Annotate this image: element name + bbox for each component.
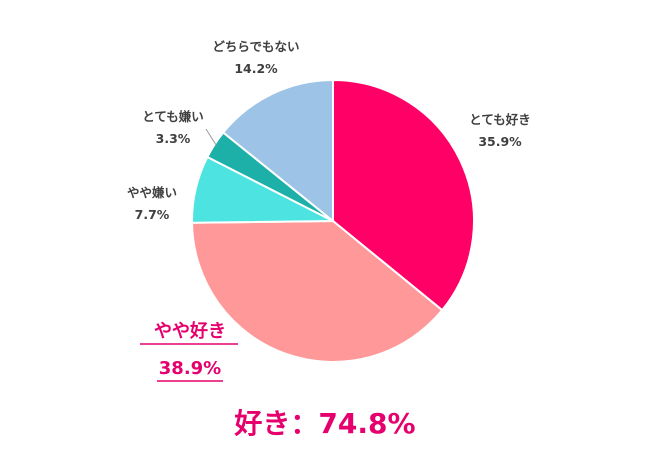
pie-slice-1 (190, 219, 444, 363)
slice-value-neutral: 14.2% (234, 61, 278, 76)
pie-slices (190, 78, 475, 363)
slice-label-neutral: どちらでもない (212, 39, 299, 54)
leader-lines (205, 128, 217, 146)
slice-value-very-like: 35.9% (478, 134, 522, 149)
slice-value-somewhat-like: 38.9% (159, 358, 221, 379)
slice-label-somewhat-like: やや好き (154, 320, 226, 342)
pie-slice-0 (332, 78, 475, 312)
slice-value-somewhat-dislike: 7.7% (135, 207, 170, 222)
leader-line-very-dislike (205, 128, 217, 146)
pie-slice-4 (221, 78, 334, 224)
slice-label-very-like: とても好き (469, 112, 531, 127)
like-total-summary: 好き：74.8% (234, 407, 416, 440)
slice-label-somewhat-dislike: やや嫌い (127, 185, 177, 200)
slice-label-very-dislike: とても嫌い (142, 109, 204, 124)
slice-value-very-dislike: 3.3% (156, 131, 191, 146)
